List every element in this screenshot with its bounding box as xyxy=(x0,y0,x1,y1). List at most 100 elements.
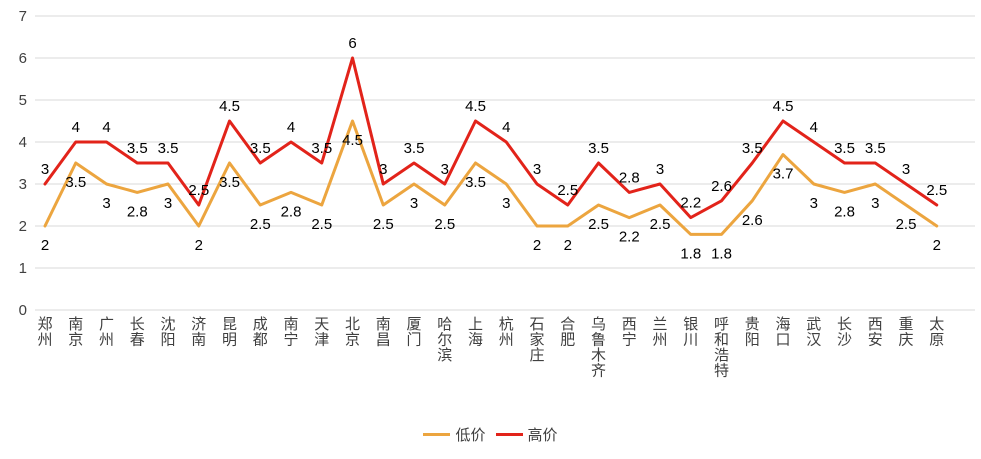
city-axis-label: 合 xyxy=(560,316,575,333)
city-axis-label: 长 xyxy=(837,316,852,333)
city-axis-label: 昆 xyxy=(222,316,237,333)
low-price-data-label: 2.5 xyxy=(311,216,332,233)
city-axis-label: 浩 xyxy=(714,347,729,364)
high-price-data-label: 4.5 xyxy=(219,98,240,115)
low-price-data-label: 3 xyxy=(871,195,879,212)
high-price-data-label: 4 xyxy=(810,119,818,136)
city-axis-label: 沈 xyxy=(160,316,175,333)
city-axis-label: 武 xyxy=(806,316,821,333)
city-axis-label: 明 xyxy=(222,332,237,349)
low-price-data-label: 2.8 xyxy=(281,203,302,220)
low-price-data-label: 3.5 xyxy=(219,174,240,191)
high-price-data-label: 3.5 xyxy=(834,140,855,157)
high-price-data-label: 2.5 xyxy=(557,182,578,199)
city-axis-label: 昌 xyxy=(376,332,391,349)
city-axis-label: 鲁 xyxy=(591,332,606,349)
city-axis-label: 庆 xyxy=(898,332,913,349)
low-price-data-label: 1.8 xyxy=(711,245,732,262)
low-price-data-label: 3 xyxy=(164,195,172,212)
y-axis-tick-label: 3 xyxy=(19,176,27,193)
high-price-data-label: 4 xyxy=(287,119,295,136)
city-axis-label: 宁 xyxy=(622,332,637,349)
city-axis-label: 南 xyxy=(68,316,83,333)
city-axis-label: 京 xyxy=(68,332,83,349)
city-axis-label: 呼 xyxy=(714,316,729,333)
city-axis-label: 齐 xyxy=(591,363,606,380)
city-axis-label: 门 xyxy=(406,332,421,349)
low-price-data-label: 2 xyxy=(41,237,49,254)
low-price-data-label: 2.2 xyxy=(619,229,640,246)
city-axis-label: 州 xyxy=(652,332,667,349)
legend-item-high-price[interactable]: 高价 xyxy=(495,424,558,445)
city-axis-label: 广 xyxy=(99,316,114,333)
high-price-data-label: 2.2 xyxy=(680,195,701,212)
high-price-data-label: 4.5 xyxy=(773,98,794,115)
high-price-data-label: 2.5 xyxy=(188,182,209,199)
city-axis-label: 上 xyxy=(468,316,483,333)
y-axis-tick-label: 0 xyxy=(19,302,27,319)
city-axis-label: 沙 xyxy=(837,332,852,349)
city-axis-label: 宁 xyxy=(283,332,298,349)
city-axis-label: 汉 xyxy=(806,332,821,349)
city-axis-label: 滨 xyxy=(437,347,452,364)
city-axis-label: 口 xyxy=(775,332,790,349)
low-price-data-label: 1.8 xyxy=(680,245,701,262)
high-price-data-label: 3.5 xyxy=(404,140,425,157)
high-price-data-label: 4 xyxy=(502,119,510,136)
city-axis-label: 和 xyxy=(714,332,729,349)
city-axis-label: 特 xyxy=(714,363,729,380)
low-price-data-label: 3 xyxy=(502,195,510,212)
high-price-data-label: 2.6 xyxy=(711,178,732,195)
city-axis-label: 春 xyxy=(130,332,145,349)
low-price-data-label: 2.5 xyxy=(434,216,455,233)
low-price-data-label: 3.5 xyxy=(465,174,486,191)
city-axis-label: 安 xyxy=(868,332,883,349)
city-axis-label: 都 xyxy=(253,332,268,349)
high-price-data-label: 3 xyxy=(902,161,910,178)
city-axis-label: 天 xyxy=(314,316,329,333)
low-price-data-label: 3.5 xyxy=(65,174,86,191)
high-price-data-label: 3.5 xyxy=(127,140,148,157)
high-price-data-label: 3 xyxy=(41,161,49,178)
city-axis-label: 太 xyxy=(929,316,944,333)
low-price-data-label: 2 xyxy=(195,237,203,254)
city-axis-label: 尔 xyxy=(437,332,452,349)
y-axis-tick-label: 5 xyxy=(19,92,27,109)
high-price-data-label: 4 xyxy=(72,119,80,136)
high-price-data-label: 3 xyxy=(441,161,449,178)
high-price-data-label: 3.5 xyxy=(311,140,332,157)
high-price-data-label: 3.5 xyxy=(250,140,271,157)
legend-item-low-price[interactable]: 低价 xyxy=(423,424,486,445)
city-axis-label: 肥 xyxy=(560,332,575,349)
high-price-data-label: 3 xyxy=(656,161,664,178)
low-price-data-label: 3 xyxy=(810,195,818,212)
legend-label-low-price: 低价 xyxy=(455,426,486,444)
low-price-data-label: 3.7 xyxy=(773,166,794,183)
high-price-data-label: 3 xyxy=(533,161,541,178)
city-axis-label: 阳 xyxy=(160,332,175,349)
city-axis-label: 州 xyxy=(499,332,514,349)
low-price-data-label: 2.5 xyxy=(896,216,917,233)
city-axis-label: 家 xyxy=(529,332,544,349)
y-axis-tick-label: 4 xyxy=(19,134,27,151)
low-price-data-label: 2.5 xyxy=(250,216,271,233)
city-axis-label: 阳 xyxy=(745,332,760,349)
y-axis-tick-label: 1 xyxy=(19,260,27,277)
y-axis-tick-label: 6 xyxy=(19,50,27,67)
low-price-data-label: 2 xyxy=(533,237,541,254)
low-price-line-swatch xyxy=(423,432,451,436)
low-price-data-label: 2.5 xyxy=(373,216,394,233)
city-axis-label: 西 xyxy=(868,316,883,333)
low-price-data-label: 2.6 xyxy=(742,212,763,229)
high-price-data-label: 3.5 xyxy=(158,140,179,157)
high-price-data-label: 2.8 xyxy=(619,169,640,186)
city-axis-label: 贵 xyxy=(745,316,760,333)
city-axis-label: 银 xyxy=(683,316,698,333)
city-axis-label: 石 xyxy=(529,316,544,333)
city-axis-label: 济 xyxy=(191,316,206,333)
city-axis-label: 长 xyxy=(130,316,145,333)
low-price-data-label: 2 xyxy=(564,237,572,254)
low-price-data-label: 2.5 xyxy=(650,216,671,233)
legend-label-high-price: 高价 xyxy=(527,426,558,444)
